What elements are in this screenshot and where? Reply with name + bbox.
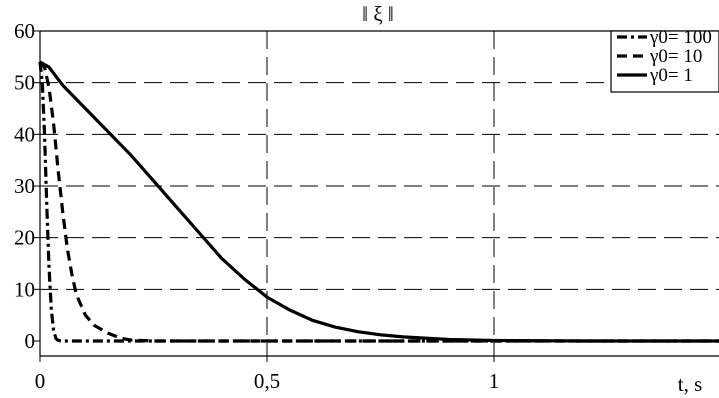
series-lines: [38, 60, 719, 343]
axes: [39, 30, 719, 357]
series-line: [38, 60, 719, 343]
x-tick-label: 0,5: [254, 369, 280, 393]
x-tick-label: 0: [35, 369, 46, 393]
x-tick-label: 1: [489, 369, 500, 393]
y-tick-label: 50: [14, 71, 35, 95]
plot-area: [40, 31, 719, 356]
y-tick-label: 0: [25, 329, 36, 353]
grid: [40, 31, 719, 356]
series-line: [39, 60, 719, 343]
y-tick-label: 20: [14, 226, 35, 250]
series-line: [38, 61, 719, 343]
y-tick-label: 10: [14, 277, 35, 301]
y-tick-label: 60: [14, 19, 35, 43]
legend-box: [610, 30, 719, 93]
x-axis-label: t, s: [678, 372, 703, 396]
legend-label: γ0= 1: [649, 65, 693, 86]
chart-title: ‖ ξ ‖: [362, 2, 394, 26]
tick-labels: 0 10 20 30 40 50 60 0 0,5 1: [14, 19, 499, 393]
legend-label: γ0= 10: [649, 46, 702, 67]
y-tick-label: 30: [14, 174, 35, 198]
y-tick-label: 40: [14, 122, 35, 146]
legend-label: γ0= 100: [649, 27, 712, 48]
